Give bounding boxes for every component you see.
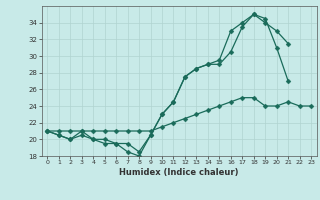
X-axis label: Humidex (Indice chaleur): Humidex (Indice chaleur)	[119, 168, 239, 177]
